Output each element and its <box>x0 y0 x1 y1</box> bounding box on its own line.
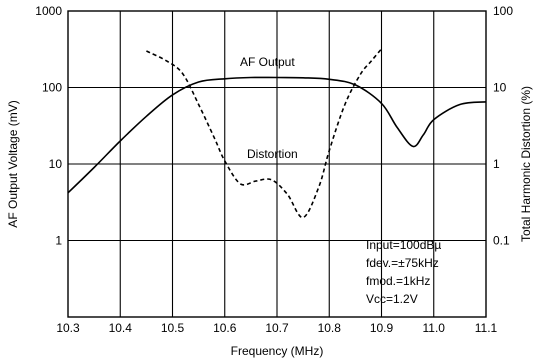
condition-input: Input=100dBµ <box>366 238 441 252</box>
y-left-tick-label: 1 <box>55 234 62 248</box>
x-tick-label: 10.6 <box>213 321 237 335</box>
x-tick-label: 10.8 <box>318 321 342 335</box>
y-axis-right-title: Total Harmonic Distortion (%) <box>519 86 533 242</box>
x-tick-label: 10.5 <box>161 321 185 335</box>
y-axis-left-title: AF Output Voltage (mV) <box>6 100 20 227</box>
y-left-tick-label: 100 <box>42 81 62 95</box>
x-tick-label: 10.3 <box>56 321 80 335</box>
x-tick-label: 10.4 <box>109 321 133 335</box>
condition-fmod: fmod.=1kHz <box>366 274 430 288</box>
condition-vcc: Vcc=1.2V <box>366 292 418 306</box>
annotation-distortion: Distortion <box>247 147 298 161</box>
annotation-af-output: AF Output <box>240 55 295 69</box>
y-left-tick-label: 1000 <box>35 4 62 18</box>
y-right-tick-label: 0.1 <box>493 234 510 248</box>
y-right-tick-label: 100 <box>493 4 513 18</box>
x-axis-title: Frequency (MHz) <box>231 344 324 358</box>
condition-fdev: fdev.=±75kHz <box>366 256 439 270</box>
series-line-af-output <box>67 76 487 194</box>
x-tick-label: 10.9 <box>370 321 394 335</box>
x-tick-label: 11.0 <box>423 321 446 335</box>
x-tick-label: 10.7 <box>265 321 289 335</box>
y-left-tick-label: 10 <box>49 157 63 171</box>
y-right-tick-label: 1 <box>493 157 500 171</box>
y-right-tick-label: 10 <box>493 81 507 95</box>
plot-frame <box>67 10 487 318</box>
x-tick-label: 11.1 <box>475 321 498 335</box>
